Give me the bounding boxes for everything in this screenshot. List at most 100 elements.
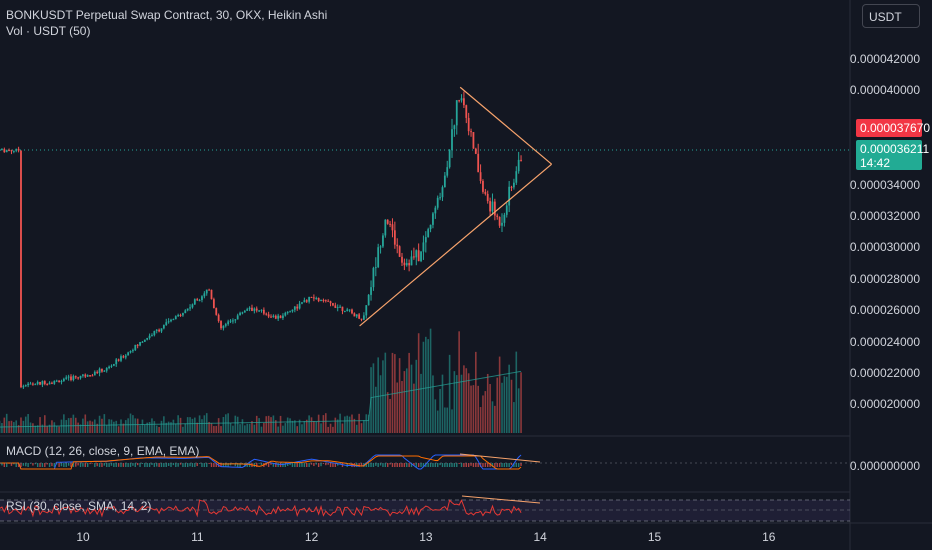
volume-bar (444, 407, 446, 433)
volume-bar (120, 419, 122, 433)
volume-bar (508, 364, 510, 433)
volume-bar (13, 422, 15, 433)
macd-histogram-bar (506, 463, 508, 467)
macd-histogram-bar (437, 463, 439, 467)
macd-histogram-bar (206, 463, 208, 467)
candle (470, 131, 472, 133)
macd-histogram-bar (132, 463, 134, 466)
currency-button[interactable]: USDT (862, 4, 920, 28)
volume-bar (222, 417, 225, 433)
volume-bar (155, 425, 158, 433)
candle (432, 213, 434, 225)
macd-histogram-bar (482, 463, 484, 467)
volume-bar (505, 376, 508, 433)
candle (446, 167, 449, 176)
volume-bar (196, 422, 199, 433)
rsi-line (0, 499, 522, 518)
volume-bar (301, 424, 303, 433)
triangle-lower-line (359, 163, 553, 327)
rsi-legend[interactable]: RSI (30, close, SMA, 14, 2) (6, 499, 152, 513)
candle (460, 98, 463, 101)
macd-histogram-bar (86, 463, 89, 467)
volume-bar (355, 424, 358, 433)
volume-bar (132, 415, 134, 433)
volume-legend[interactable]: Vol · USDT (50) (6, 24, 91, 38)
candle (246, 309, 249, 311)
volume-bar (405, 368, 408, 433)
macd-histogram-bar (439, 463, 441, 466)
candle (5, 150, 8, 153)
volume-bar (520, 372, 522, 433)
macd-histogram-bar (475, 463, 477, 467)
volume-bar (58, 426, 60, 433)
volume-bar (34, 425, 37, 433)
volume-bar (44, 415, 46, 433)
macd-histogram-bar (98, 463, 101, 467)
macd-histogram-bar (477, 463, 479, 467)
candle (22, 386, 25, 388)
triangle-upper-line (459, 86, 553, 165)
candle (122, 356, 125, 358)
macd-histogram-bar (410, 463, 413, 467)
candle (386, 219, 389, 224)
candle (174, 316, 177, 320)
volume-bar (501, 382, 503, 433)
macd-legend[interactable]: MACD (12, 26, close, 9, EMA, EMA) (6, 444, 200, 458)
candle (236, 315, 239, 320)
candle (305, 300, 308, 302)
macd-histogram-bar (103, 463, 106, 466)
macd-histogram-bar (408, 463, 410, 467)
macd-histogram-bar (6, 463, 8, 467)
macd-histogram-bar (115, 463, 117, 467)
candle (77, 377, 80, 379)
candle (265, 313, 268, 315)
macd-histogram-bar (379, 463, 382, 466)
candle (36, 381, 39, 385)
symbol-title[interactable]: BONKUSDT Perpetual Swap Contract, 30, OK… (6, 8, 328, 22)
volume-bar (229, 423, 232, 433)
volume-bar (167, 421, 170, 433)
macd-histogram-bar (413, 463, 415, 466)
candle (341, 306, 344, 311)
volume-bar (448, 354, 451, 433)
macd-histogram-bar (153, 463, 156, 467)
candle (410, 256, 413, 266)
candle (205, 289, 208, 294)
volume-bar (455, 375, 458, 433)
volume-bar (110, 419, 113, 433)
volume-bar (182, 426, 184, 433)
current-price-value: 0.000036211 (860, 142, 930, 156)
volume-bar (515, 351, 518, 433)
macd-histogram-bar (25, 463, 27, 467)
candle (196, 299, 199, 301)
candle (229, 320, 232, 322)
volume-bar (486, 373, 489, 433)
macd-histogram-bar (158, 463, 160, 467)
macd-histogram-bar (125, 463, 127, 467)
volume-bar (353, 418, 356, 433)
macd-zero-label: 0.000000000 (849, 459, 920, 473)
volume-bar (484, 391, 487, 433)
macd-histogram-bar (201, 463, 203, 467)
candle (284, 312, 287, 316)
volume-bar (351, 414, 353, 433)
volume-bar (32, 423, 34, 433)
candle (141, 341, 144, 343)
candle (491, 201, 494, 212)
volume-bar (51, 420, 53, 433)
macd-histogram-bar (301, 463, 303, 467)
macd-histogram-bar (370, 463, 372, 467)
candle (351, 309, 353, 314)
volume-bar (403, 371, 406, 433)
candle (260, 309, 263, 311)
candle (110, 365, 113, 367)
candle (127, 352, 130, 356)
volume-bar (55, 425, 58, 433)
macd-histogram-bar (403, 463, 406, 467)
candle (496, 215, 499, 217)
candle (515, 171, 518, 183)
candle (270, 316, 272, 318)
candle (503, 214, 506, 223)
volume-bar (286, 417, 289, 433)
